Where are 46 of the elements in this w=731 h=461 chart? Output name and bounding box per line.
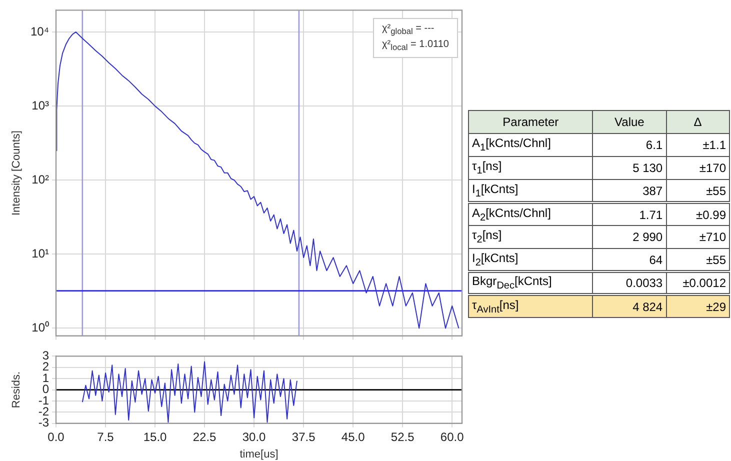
- text: I$_{2}$[kCnts]: [468, 248, 593, 272]
- text: ±1.1: [666, 134, 730, 156]
- text: Δ: [666, 110, 730, 134]
- text: 5 130: [592, 156, 666, 180]
- text: 387: [592, 180, 666, 202]
- text: 64: [592, 248, 666, 272]
- y-tick-label: 10²: [32, 172, 50, 186]
- text: τ$_{1}$[ns]: [468, 156, 593, 180]
- text: 4 824: [592, 294, 666, 318]
- text: ±55: [666, 180, 730, 202]
- text: Bkgr$_{Dec}$[kCnts]: [468, 272, 593, 294]
- x-tick-label: 37.5: [292, 430, 316, 444]
- y-tick-label: 10⁴: [30, 24, 49, 38]
- x-tick-label: 60.0: [440, 430, 464, 444]
- x-tick-label: 52.5: [390, 430, 415, 444]
- text: ±170: [666, 156, 730, 180]
- text: 6.1: [592, 134, 666, 156]
- text: 1.71: [592, 202, 666, 226]
- x-axis-title: time[us]: [240, 448, 278, 460]
- text: ±55: [666, 248, 730, 272]
- text: 2 990: [592, 226, 666, 248]
- annotation: χ²$_{global}$ = ---: [382, 22, 436, 38]
- text: A$_{2}$[kCnts/Chnl]: [468, 202, 593, 226]
- x-tick-label: 45.0: [341, 430, 366, 444]
- text: Value: [592, 110, 666, 134]
- x-tick-label: 22.5: [192, 430, 217, 444]
- y-tick-label: 10⁰: [32, 320, 49, 335]
- text: A$_{1}$[kCnts/Chnl]: [468, 134, 593, 156]
- annotation: χ²$_{local}$ = 1.0110: [382, 38, 449, 54]
- text: ±710: [666, 226, 730, 248]
- x-tick-label: 30.0: [242, 430, 266, 444]
- text: τ$_{AvInt}$[ns]: [468, 294, 593, 318]
- y-axis-title: Resids.: [10, 371, 23, 408]
- text: ±0.99: [666, 202, 730, 226]
- text: ±0.0012: [666, 272, 730, 294]
- text: Parameter: [468, 110, 593, 134]
- x-tick-label: 15.0: [143, 430, 168, 444]
- text: τ$_{2}$[ns]: [468, 226, 593, 248]
- text: I$_{1}$[kCnts]: [468, 180, 593, 202]
- text: 0.0033: [592, 272, 666, 294]
- text: ±29: [666, 294, 730, 318]
- x-tick-label: 7.5: [97, 430, 114, 444]
- x-tick-label: 0.0: [48, 430, 65, 444]
- y-axis-title: Intensity [Counts]: [10, 130, 23, 216]
- y-tick-label: 10¹: [32, 246, 50, 260]
- y-tick-label: 10³: [32, 98, 50, 112]
